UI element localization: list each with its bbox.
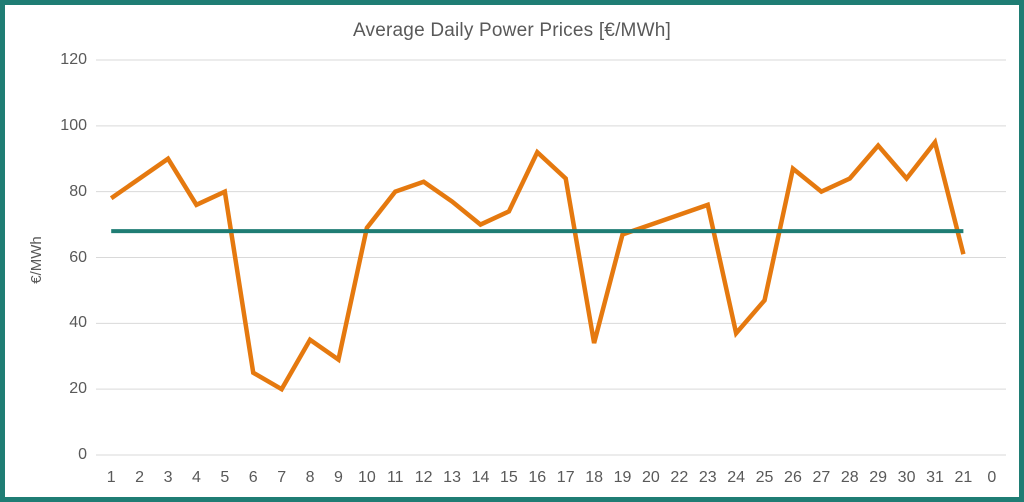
y-tick-label: 0	[78, 446, 87, 463]
x-tick-label: 17	[556, 469, 575, 486]
x-tick-label: 14	[471, 469, 490, 486]
x-tick-label: 15	[499, 469, 518, 486]
x-tick-label: 30	[897, 469, 916, 486]
x-tick-label: 9	[334, 469, 343, 486]
x-tick-label: 26	[784, 469, 802, 486]
x-tick-label: 31	[926, 469, 944, 486]
x-tick-label: 2	[135, 469, 145, 486]
x-tick-label: 11	[386, 469, 404, 486]
x-tick-label: 23	[698, 469, 717, 486]
y-tick-label: 120	[60, 51, 87, 68]
x-tick-label: 13	[443, 469, 461, 486]
y-tick-label: 100	[60, 116, 87, 134]
y-tick-label: 80	[69, 182, 87, 200]
x-tick-label: 22	[670, 469, 689, 486]
x-tick-label: 28	[840, 469, 859, 486]
x-tick-label: 29	[869, 469, 888, 486]
x-tick-label: 27	[812, 469, 831, 486]
y-tick-label: 40	[69, 314, 87, 332]
x-tick-label: 20	[642, 469, 660, 486]
x-tick-label: 21	[954, 469, 973, 486]
x-tick-label: 7	[277, 469, 287, 486]
x-tick-label: 10	[357, 469, 376, 486]
x-tick-label: 16	[528, 469, 547, 486]
price-line	[109, 137, 966, 393]
x-tick-label: 1	[106, 469, 116, 486]
x-tick-label: 0	[987, 469, 997, 486]
x-tick-label: 6	[248, 469, 258, 486]
x-tick-label: 24	[727, 469, 746, 486]
y-tick-label: 60	[69, 248, 87, 266]
x-tick-label: 12	[414, 469, 433, 486]
x-tick-label: 3	[163, 469, 173, 486]
x-tick-label: 18	[585, 469, 603, 486]
x-tick-label: 8	[305, 469, 315, 486]
chart-title: Average Daily Power Prices [€/MWh]	[353, 20, 671, 41]
y-tick-label: 20	[69, 380, 87, 398]
x-tick-label: 25	[755, 469, 774, 486]
x-tick-label: 5	[220, 469, 230, 486]
plot-area	[96, 59, 1006, 456]
x-tick-label: 4	[191, 469, 201, 486]
x-tick-label: 19	[613, 469, 632, 486]
